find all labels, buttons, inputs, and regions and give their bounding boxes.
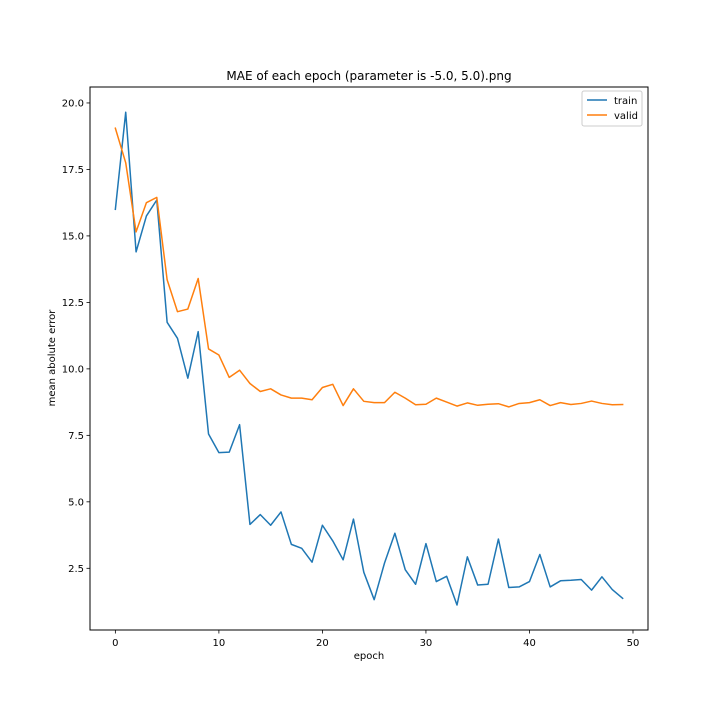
x-axis: 0 10 20 30 40 50 bbox=[112, 630, 639, 649]
series-line-valid bbox=[114, 127, 624, 408]
series-line-train bbox=[114, 111, 624, 606]
x-tick-label: 50 bbox=[627, 638, 640, 649]
y-tick-label: 5.0 bbox=[68, 497, 84, 508]
y-tick-label: 15.0 bbox=[62, 231, 84, 242]
lines-layer bbox=[114, 111, 624, 606]
y-axis-label: mean abolute error bbox=[47, 309, 58, 407]
y-tick-label: 17.5 bbox=[62, 165, 84, 176]
x-tick-label: 0 bbox=[112, 638, 118, 649]
y-axis: 2.5 5.0 7.5 10.0 12.5 15.0 17.5 20.0 bbox=[62, 98, 90, 575]
plot-background bbox=[90, 87, 648, 630]
x-tick-label: 10 bbox=[213, 638, 226, 649]
y-tick-label: 12.5 bbox=[62, 298, 84, 309]
legend-label-valid: valid bbox=[614, 111, 638, 122]
x-axis-label: epoch bbox=[354, 651, 384, 662]
x-tick-label: 40 bbox=[523, 638, 536, 649]
y-tick-label: 2.5 bbox=[68, 564, 84, 575]
plot-area bbox=[90, 87, 648, 630]
x-tick-label: 30 bbox=[420, 638, 433, 649]
x-tick-label: 20 bbox=[316, 638, 329, 649]
plot-frame bbox=[89, 86, 649, 631]
y-tick-label: 10.0 bbox=[62, 364, 84, 375]
y-tick-label: 20.0 bbox=[62, 98, 84, 109]
legend: train valid bbox=[581, 90, 643, 127]
legend-label-train: train bbox=[614, 96, 637, 107]
chart-title: MAE of each epoch (parameter is -5.0, 5.… bbox=[226, 69, 511, 83]
y-tick-label: 7.5 bbox=[68, 431, 84, 442]
